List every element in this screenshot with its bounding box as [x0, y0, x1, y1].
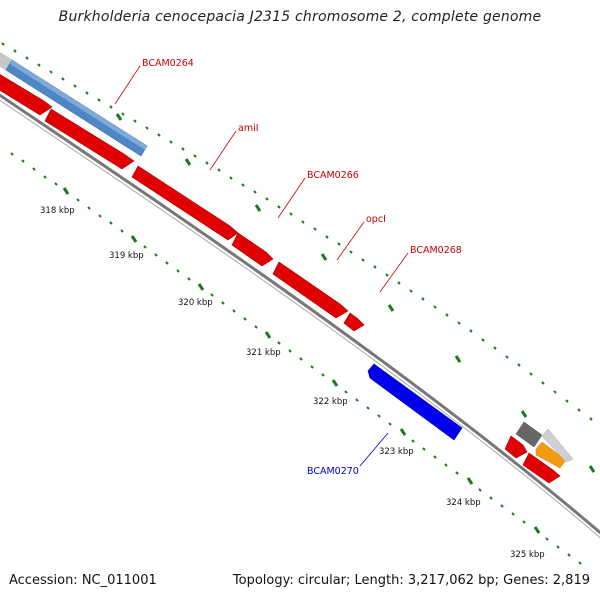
scale-label-319: 319 kbp: [109, 251, 144, 261]
forward-cds-track[interactable]: [0, 72, 561, 484]
cds-arrow-5[interactable]: [272, 261, 349, 319]
leader-amii: [209, 130, 237, 171]
scale-label-324: 324 kbp: [446, 498, 481, 508]
leader-bcam0270: [359, 432, 389, 467]
cds-arrow-8[interactable]: [522, 452, 561, 484]
scale-label-322: 322 kbp: [313, 397, 348, 407]
gene-feature-bcam0270[interactable]: [367, 363, 463, 441]
cds-arrow-3[interactable]: [131, 165, 239, 241]
orange-feature[interactable]: [535, 441, 567, 469]
cds-arrow-6[interactable]: [343, 312, 365, 332]
scale-label-318: 318 kbp: [40, 206, 75, 216]
backbone-outer: [0, 93, 600, 535]
gene-label-amii[interactable]: amiI: [238, 123, 259, 134]
scale-label-325: 325 kbp: [510, 550, 545, 560]
light-gray-feature[interactable]: [541, 428, 574, 463]
cds-arrow-4[interactable]: [231, 232, 274, 267]
scale-label-323: 323 kbp: [379, 447, 414, 457]
accession-text: Accession: NC_011001: [9, 573, 157, 588]
gene-label-bcam0264[interactable]: BCAM0264: [142, 58, 194, 69]
gene-feature-bcam0264-shade: [10, 60, 147, 150]
gray-feature-right[interactable]: [515, 421, 543, 448]
map-title: Burkholderia cenocepacia J2315 chromosom…: [58, 9, 542, 25]
cds-arrow-7[interactable]: [504, 435, 528, 459]
gene-label-opci[interactable]: opcI: [366, 214, 386, 225]
gene-label-bcam0268[interactable]: BCAM0268: [410, 245, 462, 256]
leader-bcam0266: [277, 177, 306, 219]
topology-summary: Topology: circular; Length: 3,217,062 bp…: [232, 573, 590, 588]
cds-arrow-1[interactable]: [0, 72, 53, 116]
backbone-inner: [0, 99, 600, 539]
scale-label-321: 321 kbp: [246, 348, 281, 358]
leader-opci: [336, 221, 365, 261]
tick-row-outer: [1, 42, 596, 473]
cds-arrow-2[interactable]: [44, 108, 135, 170]
leader-bcam0268: [379, 252, 409, 293]
leader-bcam0264: [114, 65, 141, 105]
gene-label-bcam0266[interactable]: BCAM0266: [307, 170, 359, 181]
tick-row-inner: [10, 152, 582, 565]
gene-label-bcam0270[interactable]: BCAM0270: [307, 466, 359, 477]
scale-label-320: 320 kbp: [178, 298, 213, 308]
